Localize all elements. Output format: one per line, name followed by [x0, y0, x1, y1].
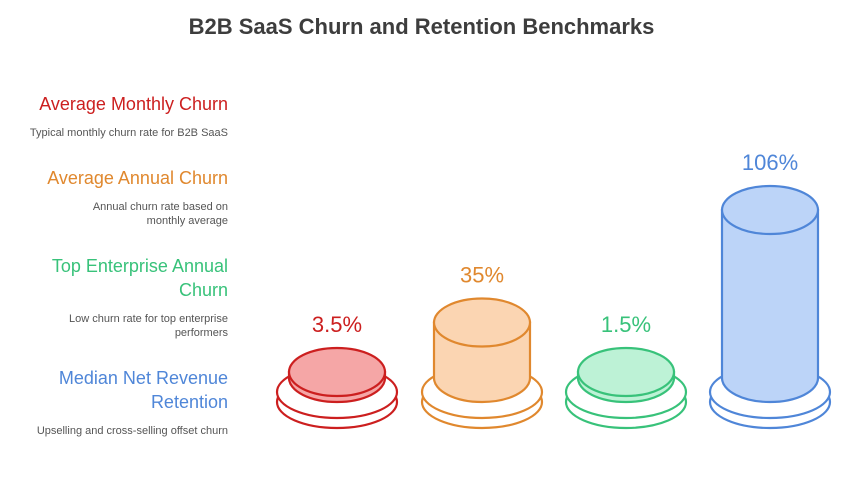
- legend-description: Annual churn rate based on monthly avera…: [92, 201, 228, 227]
- legend-description: Upselling and cross-selling offset churn: [36, 425, 228, 437]
- legend-label: Median Net Revenue Retention: [58, 368, 228, 412]
- value-label-monthly-churn: 3.5%: [312, 312, 362, 337]
- bar-body: [720, 208, 820, 404]
- bar-enterprise-churn: 1.5%: [564, 312, 688, 430]
- legend-item-net-retention: Median Net Revenue Retention Upselling a…: [10, 366, 228, 438]
- bar-net-retention: 106%: [708, 150, 832, 430]
- bar-top: [720, 184, 820, 236]
- chart-title: B2B SaaS Churn and Retention Benchmarks: [188, 14, 655, 39]
- bar-top: [576, 346, 676, 398]
- value-label-enterprise-churn: 1.5%: [601, 312, 651, 337]
- legend-item-annual-churn: Average Annual Churn Annual churn rate b…: [10, 166, 228, 228]
- bar-monthly-churn: 3.5%: [275, 312, 399, 430]
- bar-top: [287, 346, 387, 398]
- legend-description: Typical monthly churn rate for B2B SaaS: [29, 127, 228, 139]
- legend-item-monthly-churn: Average Monthly Churn Typical monthly ch…: [10, 92, 228, 140]
- legend-description: Low churn rate for top enterprise perfor…: [69, 313, 228, 339]
- legend-label: Average Monthly Churn: [39, 94, 228, 114]
- legend-label: Top Enterprise Annual Churn: [51, 256, 228, 300]
- legend-item-enterprise-churn: Top Enterprise Annual Churn Low churn ra…: [10, 254, 228, 340]
- legend-label: Average Annual Churn: [47, 168, 228, 188]
- bar-top: [432, 297, 532, 348]
- bar-annual-churn: 35%: [420, 263, 544, 430]
- value-label-annual-churn: 35%: [460, 263, 504, 288]
- value-label-net-retention: 106%: [742, 150, 798, 175]
